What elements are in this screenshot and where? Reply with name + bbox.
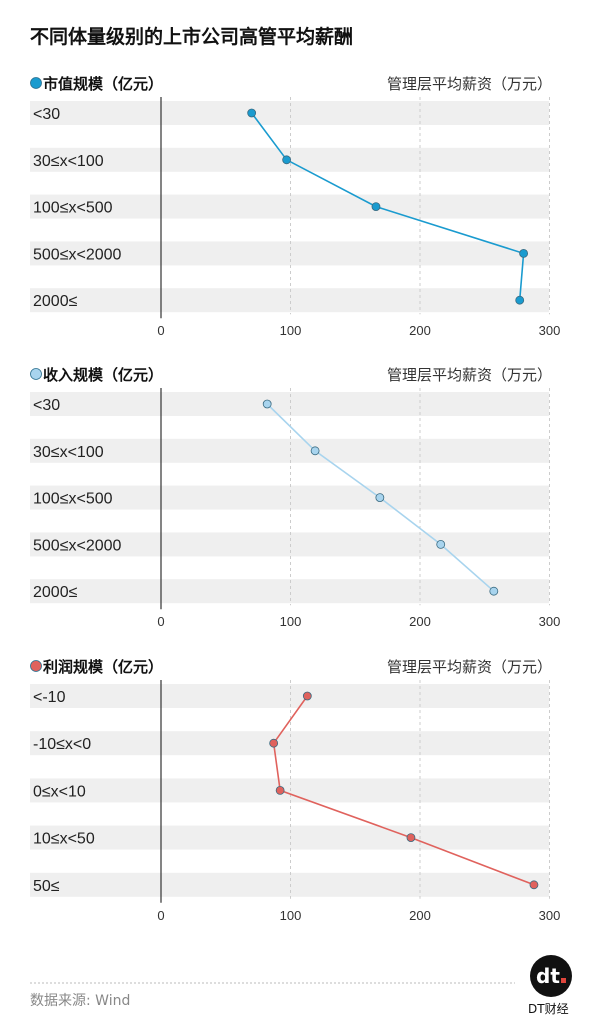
x-axis-label: 管理层平均薪资（万元） [387, 658, 552, 676]
x-tick-label: 100 [280, 908, 302, 923]
x-tick-label: 300 [539, 908, 561, 923]
category-label: 2000≤ [33, 584, 78, 601]
data-point [436, 540, 446, 549]
row-band [30, 241, 549, 266]
row-band [30, 194, 549, 219]
row-band [30, 872, 549, 897]
data-point [519, 248, 528, 258]
x-tick-label: 300 [539, 614, 561, 629]
data-point [529, 880, 539, 890]
row-band [30, 485, 549, 510]
data-point [247, 108, 257, 118]
row-band [30, 392, 549, 416]
category-label: 500≤x<2000 [33, 537, 122, 554]
row-band [30, 778, 549, 803]
category-label: -10≤x<0 [33, 736, 91, 753]
x-axis-label: 管理层平均薪资（万元） [387, 75, 552, 93]
x-tick-label: 200 [409, 614, 431, 629]
x-tick-label: 0 [157, 323, 164, 338]
data-point [371, 202, 381, 212]
data-point [282, 155, 292, 165]
chart-panel-1: 0 100 200 300 收入规模（亿元） 管理层平均薪资（万元） <30 30≤x<100… [30, 366, 560, 629]
row-band [30, 101, 549, 125]
x-tick-label: 100 [280, 323, 302, 338]
category-label: 30≤x<100 [33, 444, 104, 461]
data-point [515, 295, 525, 305]
data-point [375, 493, 385, 503]
source-text: 数据来源: Wind [30, 993, 131, 1009]
data-point [302, 691, 312, 701]
row-band [30, 579, 549, 604]
category-label: <-10 [33, 689, 66, 706]
legend-label: 利润规模（亿元） [43, 658, 163, 676]
x-tick-label: 200 [409, 908, 431, 923]
category-label: <30 [33, 397, 60, 414]
legend-marker [30, 368, 42, 380]
data-point [262, 399, 272, 409]
category-label: 30≤x<100 [33, 153, 104, 170]
row-band [30, 825, 549, 850]
data-point [489, 586, 499, 596]
row-band [30, 288, 549, 313]
category-label: 10≤x<50 [33, 831, 95, 848]
row-band [30, 438, 549, 463]
brand-logo: dt [530, 955, 572, 997]
x-axis-label: 管理层平均薪资（万元） [387, 366, 552, 384]
data-point [269, 738, 279, 748]
data-point [275, 786, 285, 795]
category-label: 100≤x<500 [33, 200, 113, 217]
category-label: 0≤x<10 [33, 783, 86, 800]
row-band [30, 731, 549, 756]
data-point [310, 446, 320, 456]
brand-name: DT财经 [528, 1002, 569, 1016]
x-tick-label: 200 [409, 323, 431, 338]
chart-panel-2: 0 100 200 300 利润规模（亿元） 管理层平均薪资（万元） <-10 -10≤x<0… [30, 658, 560, 923]
row-band [30, 684, 549, 708]
category-label: 500≤x<2000 [33, 246, 122, 263]
data-point [406, 833, 416, 842]
category-label: 2000≤ [33, 293, 78, 310]
x-tick-label: 0 [157, 614, 164, 629]
legend-marker [30, 77, 42, 89]
legend-marker [30, 660, 42, 672]
category-label: <30 [33, 106, 60, 123]
x-tick-label: 0 [157, 908, 164, 923]
chart-panel-0: 0 100 200 300 市值规模（亿元） 管理层平均薪资（万元） <30 30≤x<100… [30, 75, 560, 338]
legend-label: 收入规模（亿元） [43, 366, 163, 384]
category-label: 100≤x<500 [33, 491, 113, 508]
x-tick-label: 300 [539, 323, 561, 338]
page-title: 不同体量级别的上市公司高管平均薪酬 [30, 26, 354, 48]
row-band [30, 532, 549, 557]
category-label: 50≤ [33, 878, 60, 895]
legend-label: 市值规模（亿元） [43, 75, 163, 93]
x-tick-label: 100 [280, 614, 302, 629]
